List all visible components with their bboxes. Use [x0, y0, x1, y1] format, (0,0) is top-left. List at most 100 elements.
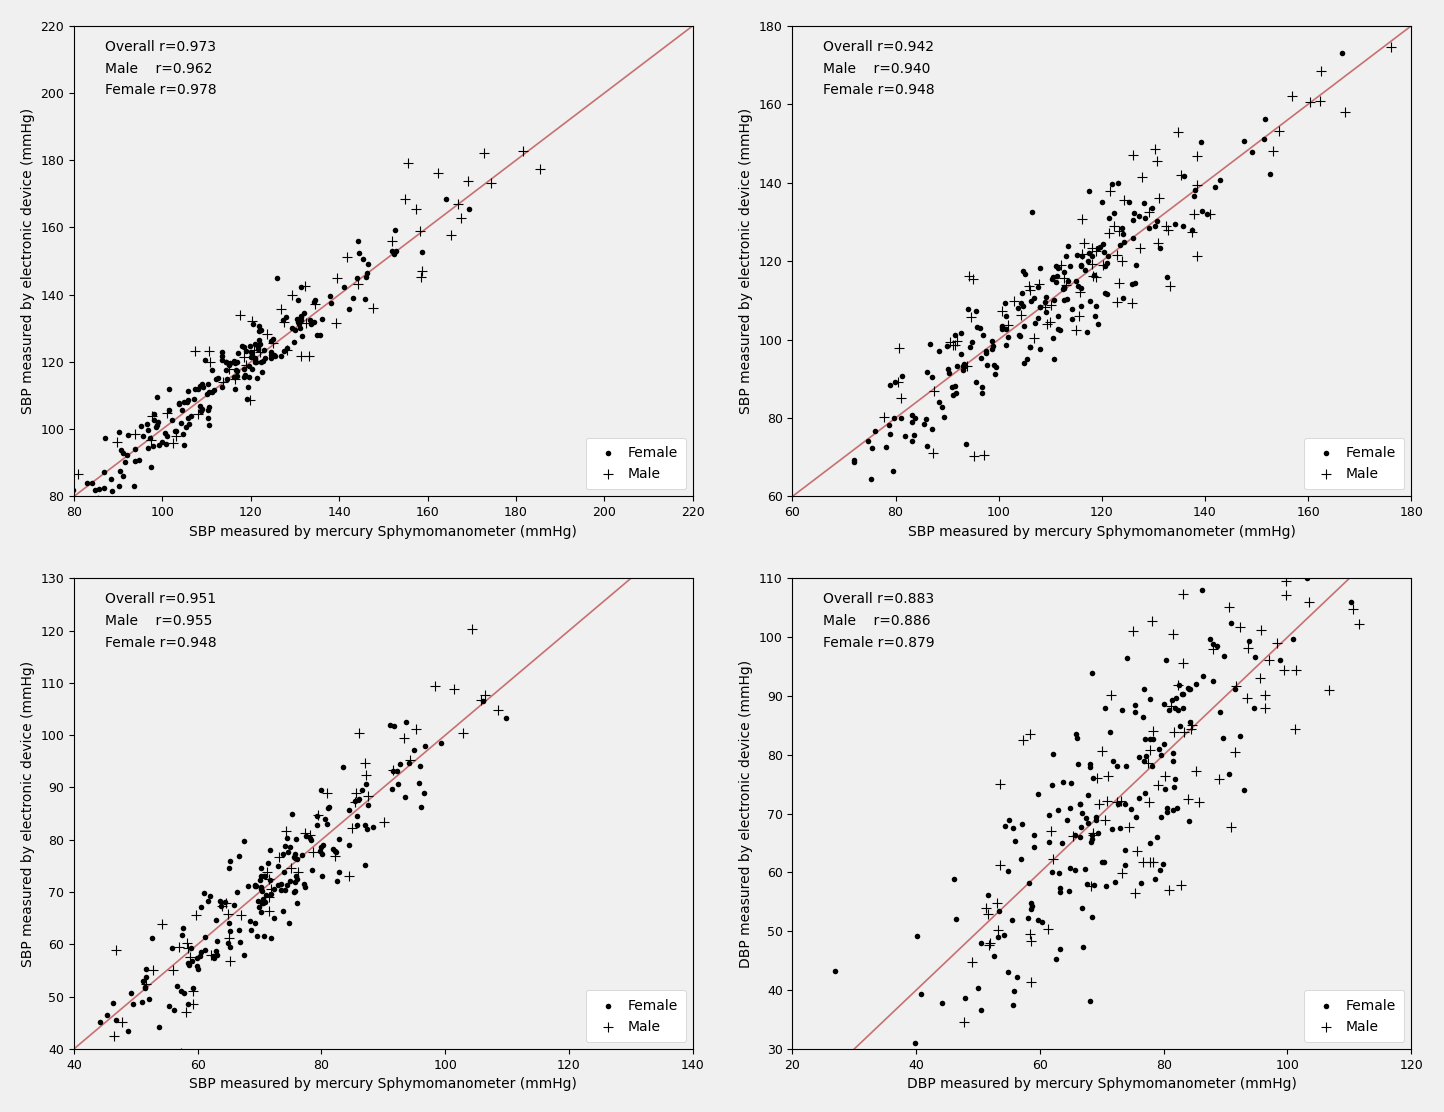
Female	[290, 327, 313, 345]
Female	[1123, 703, 1147, 721]
Male	[978, 934, 1001, 952]
Female	[952, 355, 975, 373]
Female	[293, 304, 316, 321]
Female	[913, 415, 936, 433]
Male	[1122, 622, 1145, 639]
Female	[315, 815, 338, 833]
Male	[1161, 625, 1184, 643]
Female	[302, 294, 325, 311]
Male	[1012, 732, 1035, 749]
Male	[72, 519, 95, 537]
Female	[1053, 279, 1076, 297]
Female	[117, 1022, 140, 1040]
Male	[1071, 210, 1095, 228]
Female	[1077, 252, 1100, 270]
Female	[225, 363, 248, 380]
Male	[529, 160, 552, 178]
Female	[980, 332, 1004, 350]
Female	[921, 420, 944, 438]
Female	[227, 344, 250, 361]
Female	[1232, 132, 1255, 150]
Female	[1066, 246, 1089, 264]
Female	[1034, 302, 1057, 320]
Female	[357, 796, 380, 814]
Male	[404, 200, 427, 218]
Female	[173, 436, 196, 454]
Male	[248, 344, 271, 361]
Female	[884, 374, 907, 391]
Female	[1038, 806, 1061, 824]
Male	[890, 389, 913, 407]
Female	[1077, 814, 1100, 832]
Female	[222, 354, 245, 371]
Male	[175, 1003, 198, 1021]
Male	[1261, 141, 1284, 159]
Male	[921, 444, 944, 461]
Female	[1021, 202, 1044, 220]
Female	[1043, 350, 1066, 368]
Male	[52, 1081, 75, 1099]
Female	[202, 381, 225, 399]
Female	[1122, 211, 1145, 229]
Male	[0, 629, 3, 647]
Female	[260, 930, 283, 947]
Male	[1341, 599, 1365, 617]
Male	[1097, 224, 1121, 241]
Male	[1129, 239, 1152, 257]
Female	[910, 985, 933, 1003]
Female	[172, 919, 195, 936]
Female	[980, 340, 1004, 358]
Female	[254, 867, 277, 885]
Female	[1082, 770, 1105, 787]
Female	[215, 354, 238, 371]
Male	[1187, 793, 1210, 811]
Female	[130, 417, 153, 435]
Female	[332, 278, 355, 296]
Female	[1128, 207, 1151, 225]
Text: Overall r=0.942
Male    r=0.940
Female r=0.948: Overall r=0.942 Male r=0.940 Female r=0.…	[823, 40, 936, 98]
Female	[1178, 679, 1201, 697]
Male	[452, 724, 475, 742]
Male	[150, 915, 173, 933]
Female	[355, 820, 378, 837]
Female	[287, 291, 310, 309]
Female	[1047, 802, 1070, 820]
Female	[1009, 294, 1032, 311]
Female	[1097, 247, 1121, 265]
Female	[157, 379, 180, 397]
Female	[323, 842, 347, 860]
Female	[1044, 257, 1067, 275]
Female	[1028, 299, 1051, 317]
Male	[1266, 122, 1289, 140]
Female	[927, 342, 950, 360]
Female	[1058, 858, 1082, 876]
Male	[1080, 239, 1103, 257]
Female	[347, 232, 370, 250]
Female	[875, 438, 898, 456]
Male	[218, 952, 241, 970]
Y-axis label: SBP measured by electronic device (mmHg): SBP measured by electronic device (mmHg)	[20, 661, 35, 966]
Male	[423, 677, 446, 695]
Female	[1093, 284, 1116, 301]
Female	[1047, 259, 1070, 277]
Female	[1077, 786, 1100, 804]
Female	[332, 758, 355, 776]
Male	[1170, 166, 1193, 183]
Female	[273, 836, 296, 854]
Female	[269, 881, 292, 898]
Male	[315, 784, 338, 802]
Female	[189, 403, 212, 420]
Female	[1145, 212, 1168, 230]
Female	[228, 933, 251, 951]
Male	[280, 287, 303, 305]
Female	[250, 867, 273, 885]
Female	[1066, 755, 1089, 773]
Male	[1308, 92, 1331, 110]
Female	[1191, 667, 1214, 685]
Female	[388, 755, 412, 773]
Female	[900, 414, 923, 431]
Male	[134, 975, 157, 993]
Male	[140, 431, 163, 449]
Male	[1317, 517, 1340, 535]
Female	[1015, 350, 1038, 368]
